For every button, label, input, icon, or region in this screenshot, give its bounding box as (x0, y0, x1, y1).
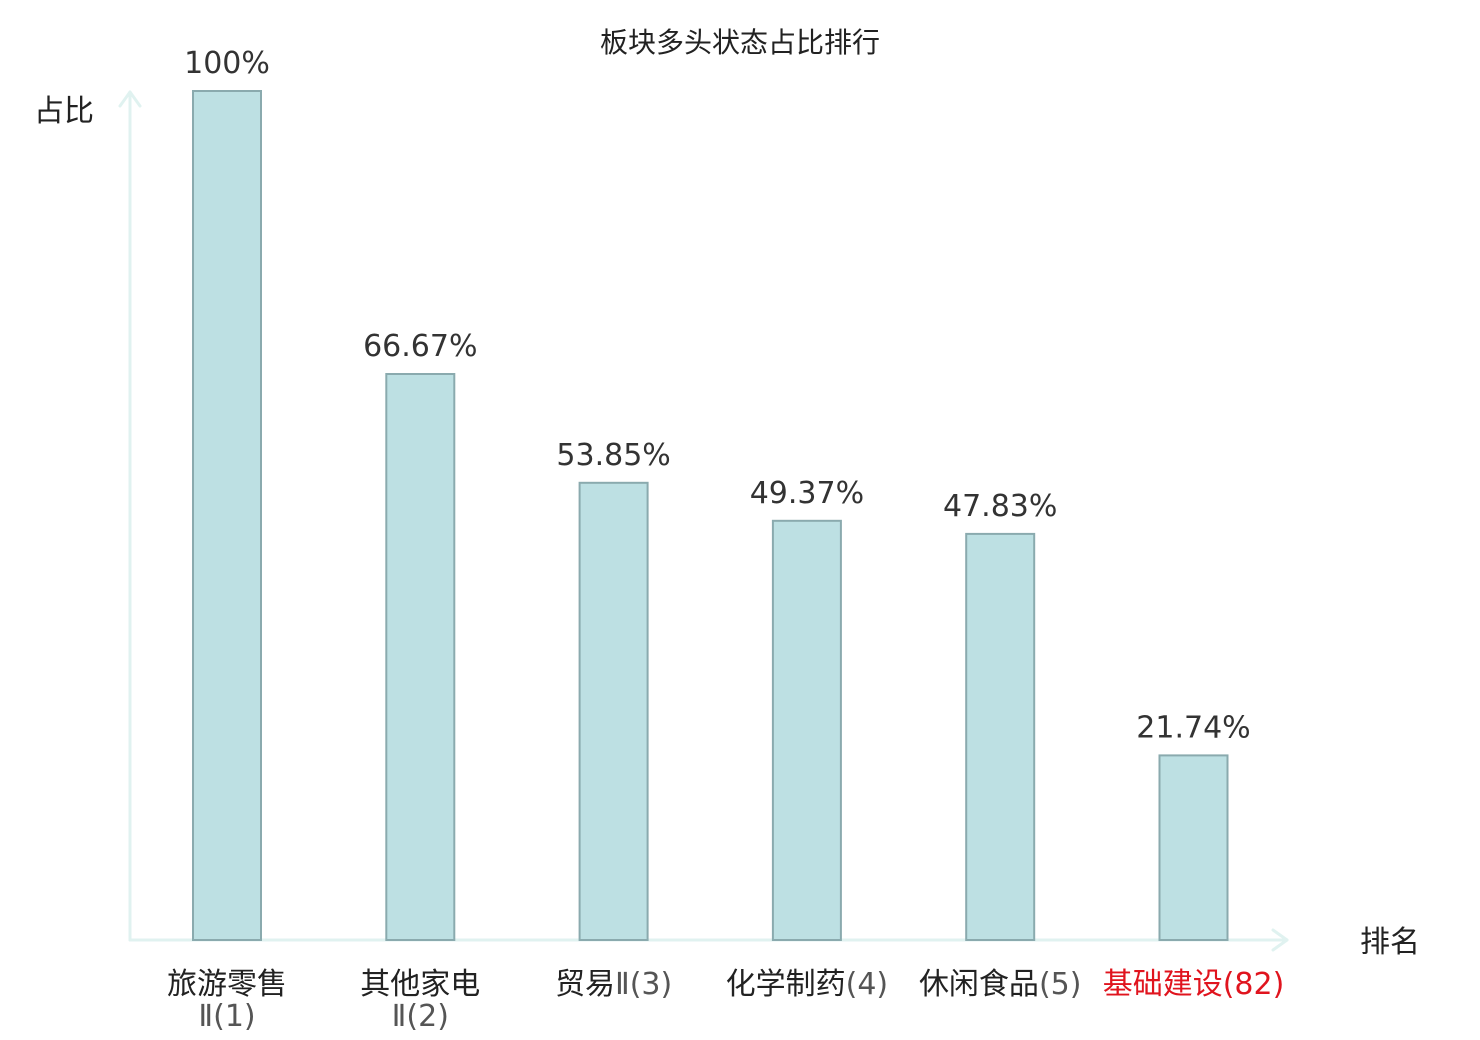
category-name: 旅游零售 (167, 967, 287, 1002)
y-axis-title: 占比 (34, 94, 94, 129)
bars (192, 90, 1229, 942)
category-label-2: 其他家电 Ⅱ(2) (360, 967, 480, 1034)
category-rank: Ⅱ(2) (392, 999, 449, 1034)
x-axis-title: 排名 (1360, 925, 1420, 960)
y-axis-arrow (118, 90, 142, 108)
bar-4 (771, 519, 842, 941)
bar-1 (192, 90, 262, 941)
category-label-1: 旅游零售 Ⅱ(1) (167, 967, 287, 1034)
axes (118, 90, 1289, 952)
bar-2 (385, 373, 456, 941)
category-label-6: 基础建设(82) (1103, 967, 1285, 1002)
bar-5 (965, 532, 1036, 942)
category-name: 化学制药 (726, 967, 846, 1002)
value-label-6: 21.74% (1136, 710, 1250, 745)
category-name: 贸易 (555, 967, 615, 1002)
category-rank: Ⅱ(1) (198, 999, 255, 1034)
value-labels: 100% 66.67% 53.85% 49.37% 47.83% 21.74% (184, 46, 1251, 745)
bar-3 (578, 481, 649, 941)
category-rank: (4) (846, 967, 889, 1002)
value-label-3: 53.85% (556, 438, 670, 473)
chart-title: 板块多头状态占比排行 (600, 26, 880, 59)
category-label-3: 贸易Ⅱ(3) (555, 967, 672, 1002)
value-label-2: 66.67% (363, 329, 477, 364)
value-label-5: 47.83% (943, 489, 1057, 524)
bar-6 (1158, 754, 1229, 942)
category-name: 休闲食品 (919, 967, 1039, 1002)
x-axis-arrow (1271, 928, 1289, 952)
category-rank: (5) (1039, 967, 1082, 1002)
category-name: 其他家电 (360, 967, 480, 1002)
category-label-5: 休闲食品(5) (919, 967, 1081, 1002)
category-labels: 旅游零售 Ⅱ(1) 其他家电 Ⅱ(2) 贸易Ⅱ(3) 化学制药(4) 休闲食品(5) 基础建设… (167, 967, 1284, 1034)
value-label-1: 100% (184, 46, 270, 81)
value-label-4: 49.37% (750, 476, 864, 511)
category-label-4: 化学制药(4) (726, 967, 889, 1002)
category-rank: Ⅱ(3) (615, 967, 672, 1002)
category-rank: (82) (1223, 967, 1285, 1002)
category-name: 基础建设 (1103, 967, 1223, 1002)
